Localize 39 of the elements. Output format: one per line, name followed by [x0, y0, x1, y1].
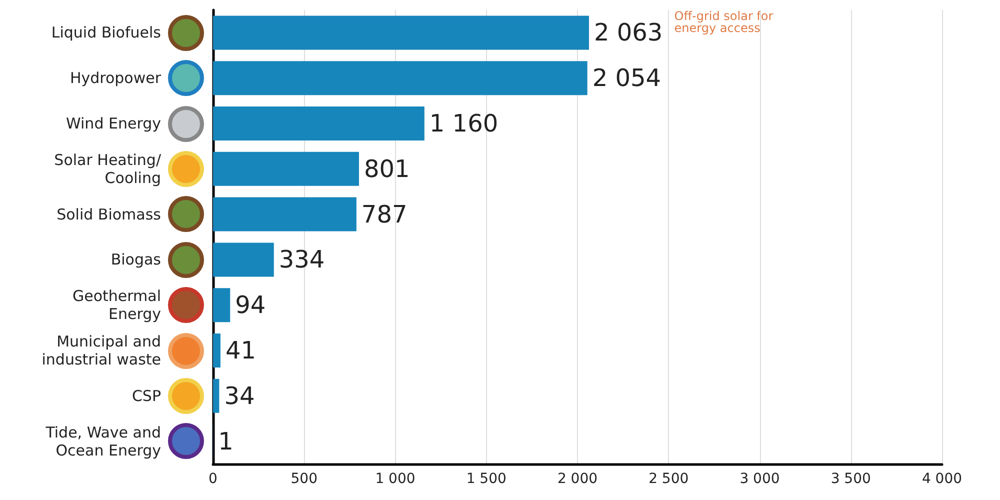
x-tick-label: 0	[208, 471, 218, 487]
data-label: 1 160	[429, 110, 498, 138]
bar	[213, 152, 359, 186]
data-label: 34	[224, 382, 255, 410]
annotation: Off-grid solar for energy access	[674, 9, 777, 35]
x-tick-label: 3 500	[830, 471, 871, 487]
x-tick-label: 1 000	[375, 471, 416, 487]
y-tick-label: Solar Heating/ Cooling	[54, 150, 162, 187]
x-tick-label: 2 000	[557, 471, 598, 487]
data-label: 787	[361, 200, 408, 228]
data-label: 94	[235, 291, 266, 320]
bar	[213, 334, 220, 368]
x-tick-label: 500	[290, 471, 318, 487]
y-tick-label: Biogas	[110, 250, 162, 269]
y-tick-label: Liquid Biofuels	[51, 24, 162, 42]
data-label: 801	[364, 154, 410, 183]
y-tick-label: Solid Biomass	[56, 205, 162, 224]
bar	[213, 378, 220, 413]
bar	[213, 106, 424, 140]
bar	[213, 197, 356, 232]
y-tick-label: CSP	[132, 386, 161, 405]
y-tick-label: Municipal and industrial waste	[42, 332, 161, 368]
bar	[213, 16, 589, 50]
data-label: 2 054	[592, 64, 662, 92]
bar	[213, 288, 230, 322]
x-tick-label: 3 000	[740, 471, 780, 487]
bar	[213, 242, 274, 277]
data-label: 2 063	[594, 18, 663, 47]
y-tick-label: Wind Energy	[66, 114, 162, 132]
y-tick-label: Geothermal Energy	[72, 287, 162, 324]
bar	[213, 61, 588, 96]
x-tick-label: 1 500	[466, 471, 506, 487]
data-label: 1	[218, 427, 234, 456]
x-tick-label: 4 000	[922, 471, 962, 487]
x-tick-label: 2 500	[648, 471, 689, 487]
y-tick-label: Tide, Wave and Ocean Energy	[44, 423, 162, 460]
data-label: 334	[278, 246, 325, 274]
y-tick-label: Hydropower	[70, 69, 162, 88]
data-label: 41	[225, 336, 256, 364]
